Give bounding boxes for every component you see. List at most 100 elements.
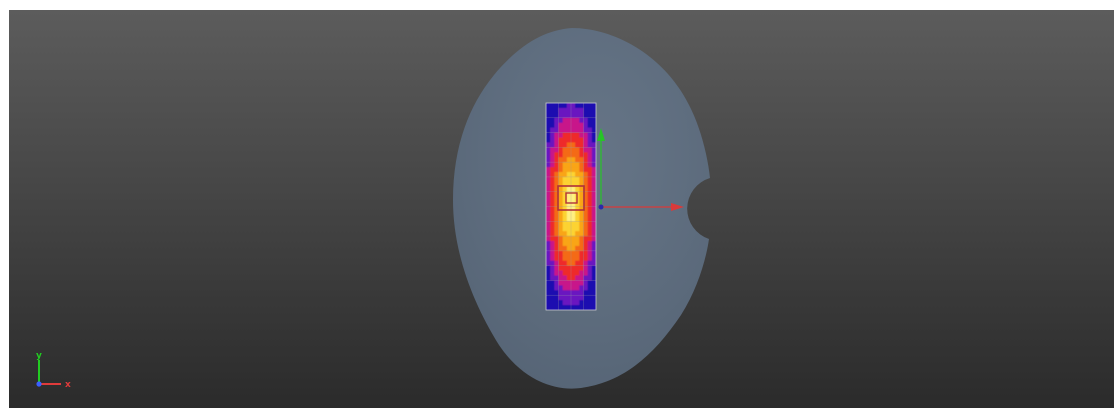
heat-cell [566,112,572,119]
gizmo-origin[interactable] [598,204,604,210]
heat-cell [591,157,596,163]
heat-cell [562,157,568,163]
heat-cell [571,162,576,168]
heat-cell [554,162,559,168]
heat-cell [554,275,559,281]
heat-cell [571,132,576,138]
source-marker[interactable] [557,185,585,211]
heat-cell [583,107,589,114]
heat-cell [575,206,580,212]
heat-cell [554,280,559,286]
heat-cell [546,231,551,237]
heat-cell [566,241,572,247]
heat-cell [579,112,584,119]
heat-cell [554,103,559,109]
heat-cell [562,127,568,133]
heat-cell [571,285,576,291]
heat-cell [558,211,564,217]
heat-cell [583,221,589,227]
heat-cell [566,300,572,306]
gizmo-x-arrowhead[interactable] [671,203,684,211]
heat-cell [554,117,559,124]
heat-cell [566,132,572,138]
heat-cell [550,142,555,148]
heat-cell [575,295,580,301]
heat-cell [562,137,568,143]
heat-cell [591,137,596,143]
scene-canvas[interactable]: y x [9,10,1114,408]
heat-cell [566,211,572,217]
heat-cell [575,201,580,207]
triad-x-label: x [65,380,71,390]
heat-cell [562,122,568,129]
heat-cell [575,250,580,257]
heat-cell [566,221,572,227]
heat-cell [546,167,551,173]
heat-cell [579,255,584,262]
heat-cell [587,162,593,168]
heat-cell [571,117,576,124]
heat-cell [587,300,593,306]
heat-cell [579,216,584,222]
heat-cell [591,112,596,119]
heat-cell [546,226,551,232]
heat-cell [546,241,551,247]
heat-cell [579,137,584,143]
heat-cell [546,132,551,138]
heat-cell [558,107,564,114]
heat-cell [558,191,564,198]
heat-cell [566,245,572,252]
heat-cell [579,176,584,183]
heat-map-strip[interactable] [546,103,596,310]
heat-cell [550,295,555,301]
heat-cell [571,201,576,207]
heat-cell [558,112,564,119]
heat-cell [562,305,568,310]
heat-cell [583,147,589,153]
heat-cell [583,132,589,138]
heat-cell [550,127,555,133]
heat-cell [587,137,593,143]
heat-cell [554,231,559,237]
heat-cell [579,142,584,148]
heat-cell [554,196,559,202]
heat-cell [546,216,551,222]
heat-cell [558,280,564,286]
heat-cell [587,107,593,114]
heat-cell [546,112,551,119]
heat-cell [550,196,555,202]
heat-cell [558,117,564,124]
heat-cell [571,216,576,222]
heat-cell [562,216,568,222]
heat-cell [546,280,551,286]
heat-cell [583,245,589,252]
heat-cell [583,241,589,247]
heat-cell [550,172,555,178]
heat-cell [583,142,589,148]
gizmo-y-arrowhead[interactable] [597,128,605,141]
heat-cell [587,186,593,193]
heat-cell [546,186,551,193]
heat-map-border [545,102,597,311]
heat-cell [583,191,589,198]
transform-gizmo[interactable] [597,128,684,211]
heat-cell [546,117,551,124]
heat-cell [575,300,580,306]
heat-cell [591,290,596,296]
heat-cell [579,250,584,257]
heat-cell [562,107,568,114]
3d-viewport[interactable]: y x [9,10,1114,408]
heat-cell [579,181,584,188]
heat-cell [571,250,576,257]
heat-cell [591,176,596,183]
heat-cell [579,122,584,129]
heat-cell [566,236,572,242]
heat-cell [571,270,576,276]
heat-cell [571,196,576,202]
heat-cell [546,196,551,202]
heat-cell [575,211,580,217]
heat-cell [571,280,576,286]
heat-cell [591,103,596,109]
heat-cell [558,285,564,291]
heat-cell [554,137,559,143]
